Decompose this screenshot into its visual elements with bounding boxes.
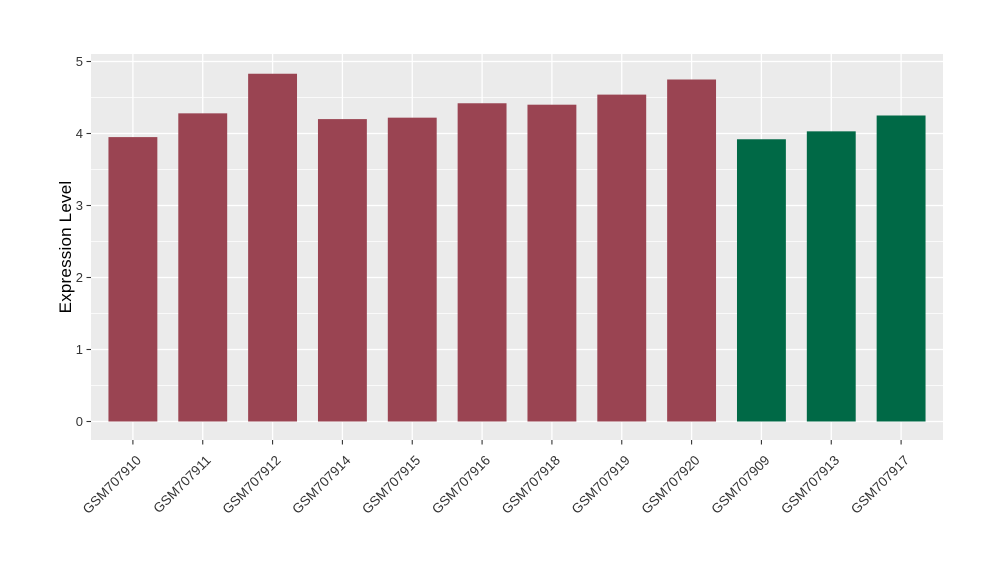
y-axis-title: Expression Level [56, 180, 75, 314]
bar-GSM707911 [178, 113, 228, 422]
bar-GSM707917 [876, 115, 926, 422]
x-tick-label-GSM707920: GSM707920 [638, 453, 702, 517]
y-tick-label-4: 4 [76, 126, 83, 141]
bar-GSM707912 [248, 73, 298, 422]
bar-GSM707909 [736, 139, 786, 422]
y-tick-label-3: 3 [76, 198, 83, 213]
y-tick-label-5: 5 [76, 54, 83, 69]
bar-GSM707915 [387, 117, 437, 422]
bar-GSM707916 [457, 103, 507, 422]
plot-panel [91, 54, 943, 440]
bar-GSM707913 [806, 131, 856, 422]
bar-GSM707918 [527, 104, 577, 422]
x-tick-label-GSM707918: GSM707918 [499, 453, 563, 517]
x-tick-label-GSM707919: GSM707919 [569, 453, 633, 517]
bar-GSM707920 [667, 79, 717, 422]
y-tick-label-2: 2 [76, 270, 83, 285]
x-tick-label-GSM707912: GSM707912 [219, 453, 283, 517]
bar-GSM707919 [597, 94, 647, 422]
y-tick-label-0: 0 [76, 414, 83, 429]
x-tick-label-GSM707909: GSM707909 [708, 453, 772, 517]
x-tick-label-GSM707914: GSM707914 [289, 452, 354, 517]
bar-GSM707914 [317, 119, 367, 422]
y-tick-label-1: 1 [76, 342, 83, 357]
bar-GSM707910 [108, 137, 158, 422]
x-tick-label-GSM707911: GSM707911 [150, 453, 214, 517]
x-tick-label-GSM707917: GSM707917 [848, 453, 912, 517]
x-tick-label-GSM707913: GSM707913 [778, 453, 842, 517]
x-tick-label-GSM707916: GSM707916 [429, 453, 493, 517]
x-tick-label-GSM707915: GSM707915 [359, 453, 423, 517]
x-tick-label-GSM707910: GSM707910 [80, 453, 144, 517]
